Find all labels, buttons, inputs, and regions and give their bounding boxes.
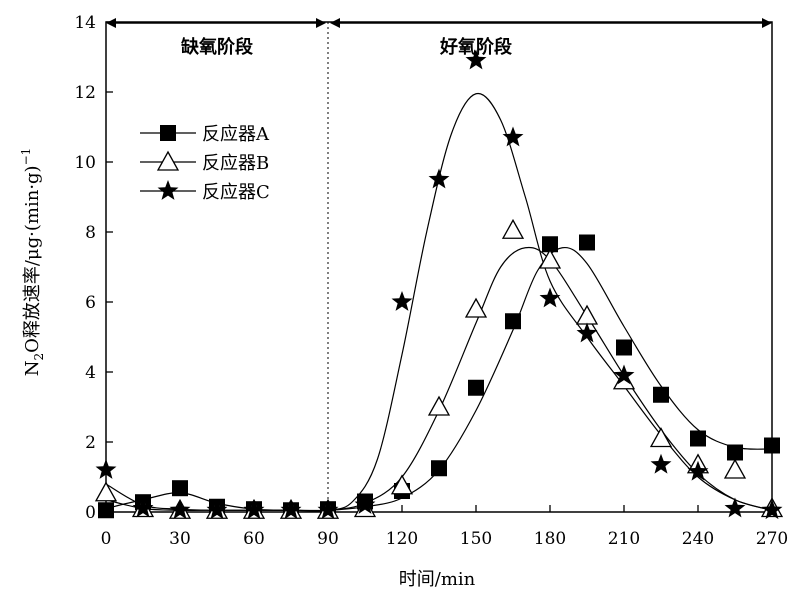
- series-2-point-13: [576, 322, 598, 343]
- series-2-point-3: [206, 499, 228, 520]
- series-2-point-7: [354, 494, 376, 514]
- series-2-point-14: [613, 364, 635, 385]
- x-tick-label-0: 0: [101, 529, 112, 549]
- legend-label-2: 反应器C: [202, 182, 270, 203]
- series-0-point-10: [468, 379, 484, 396]
- x-tick-label-60: 60: [243, 529, 265, 549]
- y-axis-title-rest: O释放速率/μg·(min·g): [22, 165, 43, 352]
- phase-label-anoxic: 缺氧阶段: [180, 36, 254, 58]
- legend-label-0: 反应器A: [202, 124, 270, 145]
- series-0-point-2: [172, 480, 188, 497]
- x-tick-label-150: 150: [460, 529, 492, 549]
- series-0-point-17: [727, 444, 743, 461]
- series-2-point-15: [650, 453, 672, 474]
- legend-marker-2: [157, 180, 179, 200]
- legend-marker-1: [156, 150, 180, 171]
- series-2-point-18: [761, 499, 783, 520]
- legend-label-1: 反应器B: [202, 153, 269, 174]
- series-2-point-11: [502, 126, 524, 147]
- series-2-point-9: [428, 168, 450, 189]
- series-0-point-15: [653, 386, 669, 403]
- series-1-point-12: [538, 248, 562, 269]
- y-tick-label-10: 10: [74, 153, 96, 173]
- series-2-point-16: [687, 460, 709, 481]
- y-axis-title: N2O释放速率/μg·(min·g)−1: [19, 148, 46, 377]
- y-tick-label-12: 12: [74, 83, 96, 103]
- x-tick-label-180: 180: [534, 529, 566, 549]
- series-2-point-8: [391, 291, 413, 311]
- series-1-point-10: [464, 297, 488, 318]
- series-0-point-9: [431, 460, 447, 477]
- series-1-point-17: [723, 458, 747, 479]
- series-2-point-6: [317, 499, 339, 520]
- series-0-points: [98, 234, 780, 519]
- y-axis-title-sup: −1: [19, 148, 33, 166]
- series-0-point-0: [98, 502, 114, 519]
- series-2-points: [95, 49, 783, 520]
- series-0-point-16: [690, 430, 706, 447]
- series-0-point-14: [616, 339, 632, 356]
- series-2-point-2: [169, 499, 191, 520]
- series-2-point-4: [243, 499, 265, 520]
- y-tick-label-2: 2: [85, 433, 96, 453]
- legend-marker-0: [160, 125, 176, 141]
- x-tick-label-210: 210: [608, 529, 640, 549]
- y-tick-label-6: 6: [85, 293, 96, 313]
- anoxic-arrow-head-left: [106, 18, 116, 28]
- y-tick-label-8: 8: [85, 223, 96, 243]
- x-tick-label-240: 240: [682, 529, 714, 549]
- series-2-point-12: [539, 287, 561, 308]
- plot-frame: [105, 21, 773, 513]
- x-tick-label-270: 270: [756, 529, 788, 549]
- series-0-point-12: [542, 236, 558, 253]
- x-tick-label-30: 30: [169, 529, 191, 549]
- y-tick-label-0: 0: [85, 503, 96, 523]
- x-axis-title: 时间/min: [399, 569, 476, 590]
- aerobic-arrow-head-right: [762, 18, 772, 28]
- series-2-point-5: [280, 499, 302, 520]
- anoxic-arrow-head-right: [316, 18, 326, 28]
- aerobic-arrow-head-left: [330, 18, 340, 28]
- phase-label-aerobic: 好氧阶段: [439, 36, 513, 58]
- y-axis-title-main: N: [22, 361, 43, 377]
- series-1-point-9: [427, 395, 451, 416]
- series-2-point-10: [465, 49, 487, 70]
- series-1-point-8: [390, 474, 414, 495]
- series-0-point-11: [505, 313, 521, 330]
- series-1-point-13: [575, 304, 599, 325]
- series-1-point-15: [649, 427, 673, 448]
- series-2-point-17: [724, 497, 746, 518]
- y-axis-title-sub: 2: [32, 353, 46, 361]
- x-tick-label-90: 90: [317, 529, 339, 549]
- series-1-point-11: [501, 218, 525, 239]
- series-1-point-0: [94, 481, 118, 502]
- plot-area: 0 30 60 90 120 150 180 210 240 270 0 2 4 6 8 10 12 14 缺氧阶段…: [74, 13, 788, 549]
- series-2-point-0: [95, 459, 117, 479]
- legend: 反应器A 反应器B 反应器C: [140, 124, 270, 203]
- series-2-point-1: [132, 497, 154, 518]
- y-tick-label-14: 14: [74, 13, 96, 33]
- series-0-point-18: [764, 437, 780, 454]
- series-0-point-13: [579, 234, 595, 251]
- x-tick-label-120: 120: [386, 529, 418, 549]
- y-tick-label-4: 4: [85, 363, 96, 383]
